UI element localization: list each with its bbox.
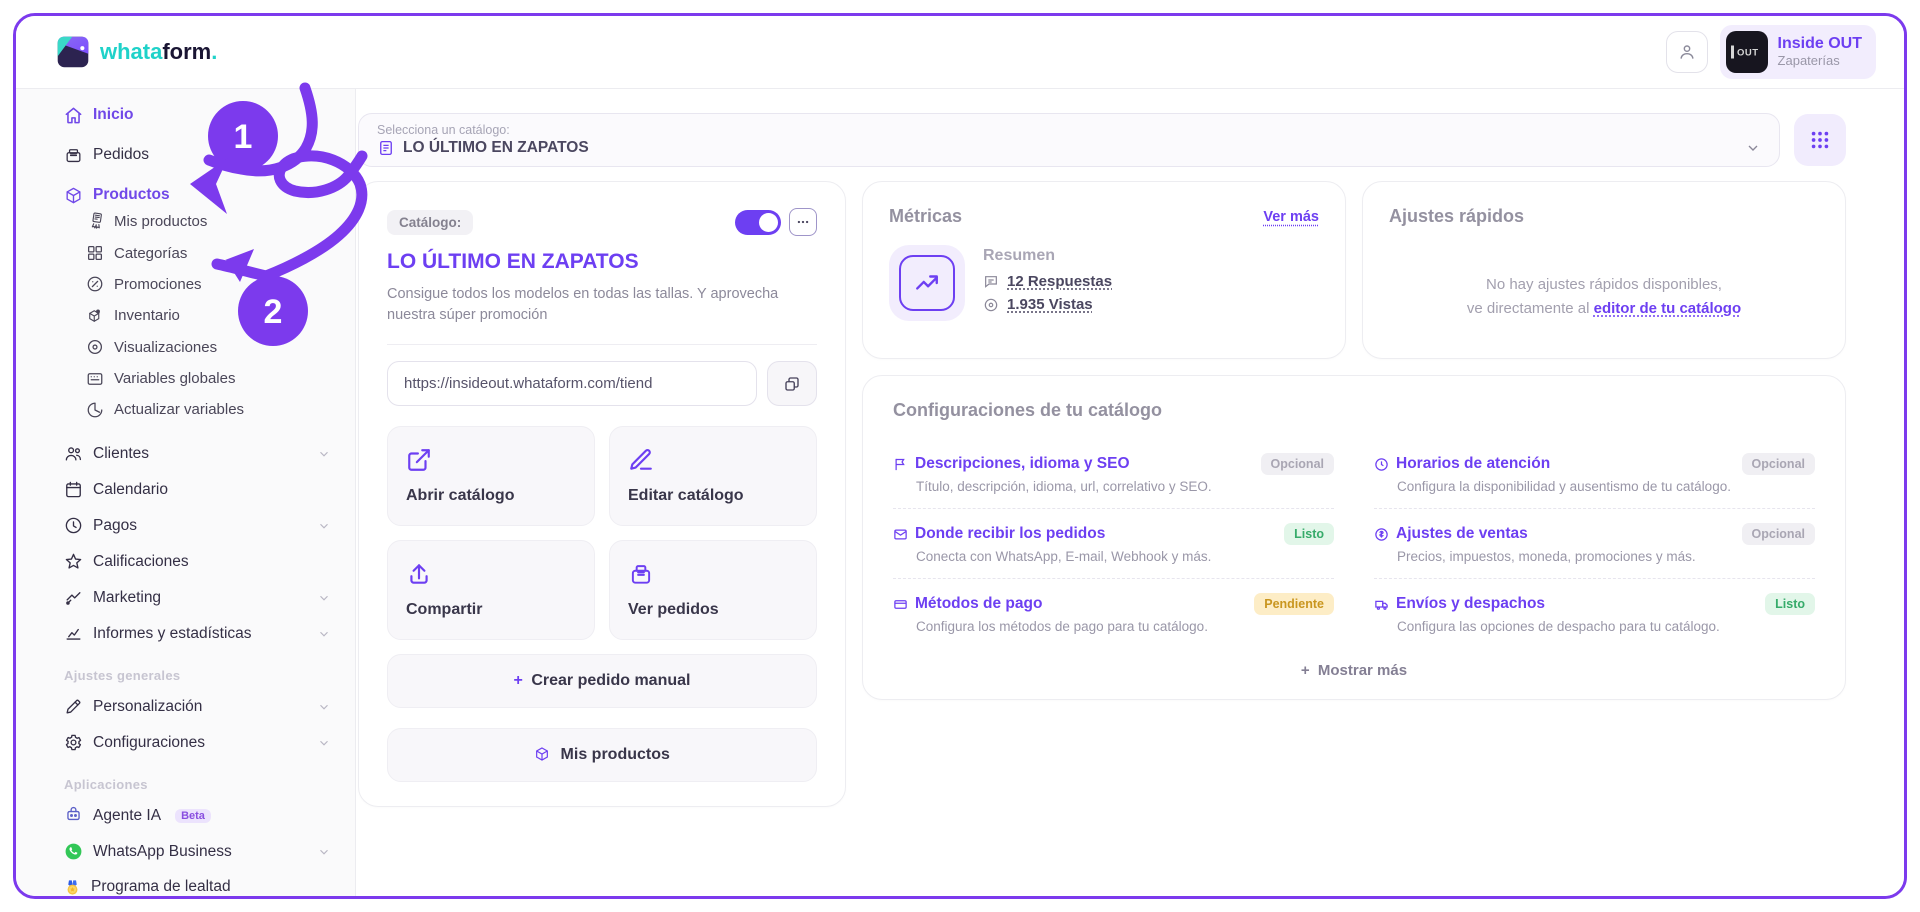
svg-text:OUT: OUT [1737, 48, 1759, 59]
